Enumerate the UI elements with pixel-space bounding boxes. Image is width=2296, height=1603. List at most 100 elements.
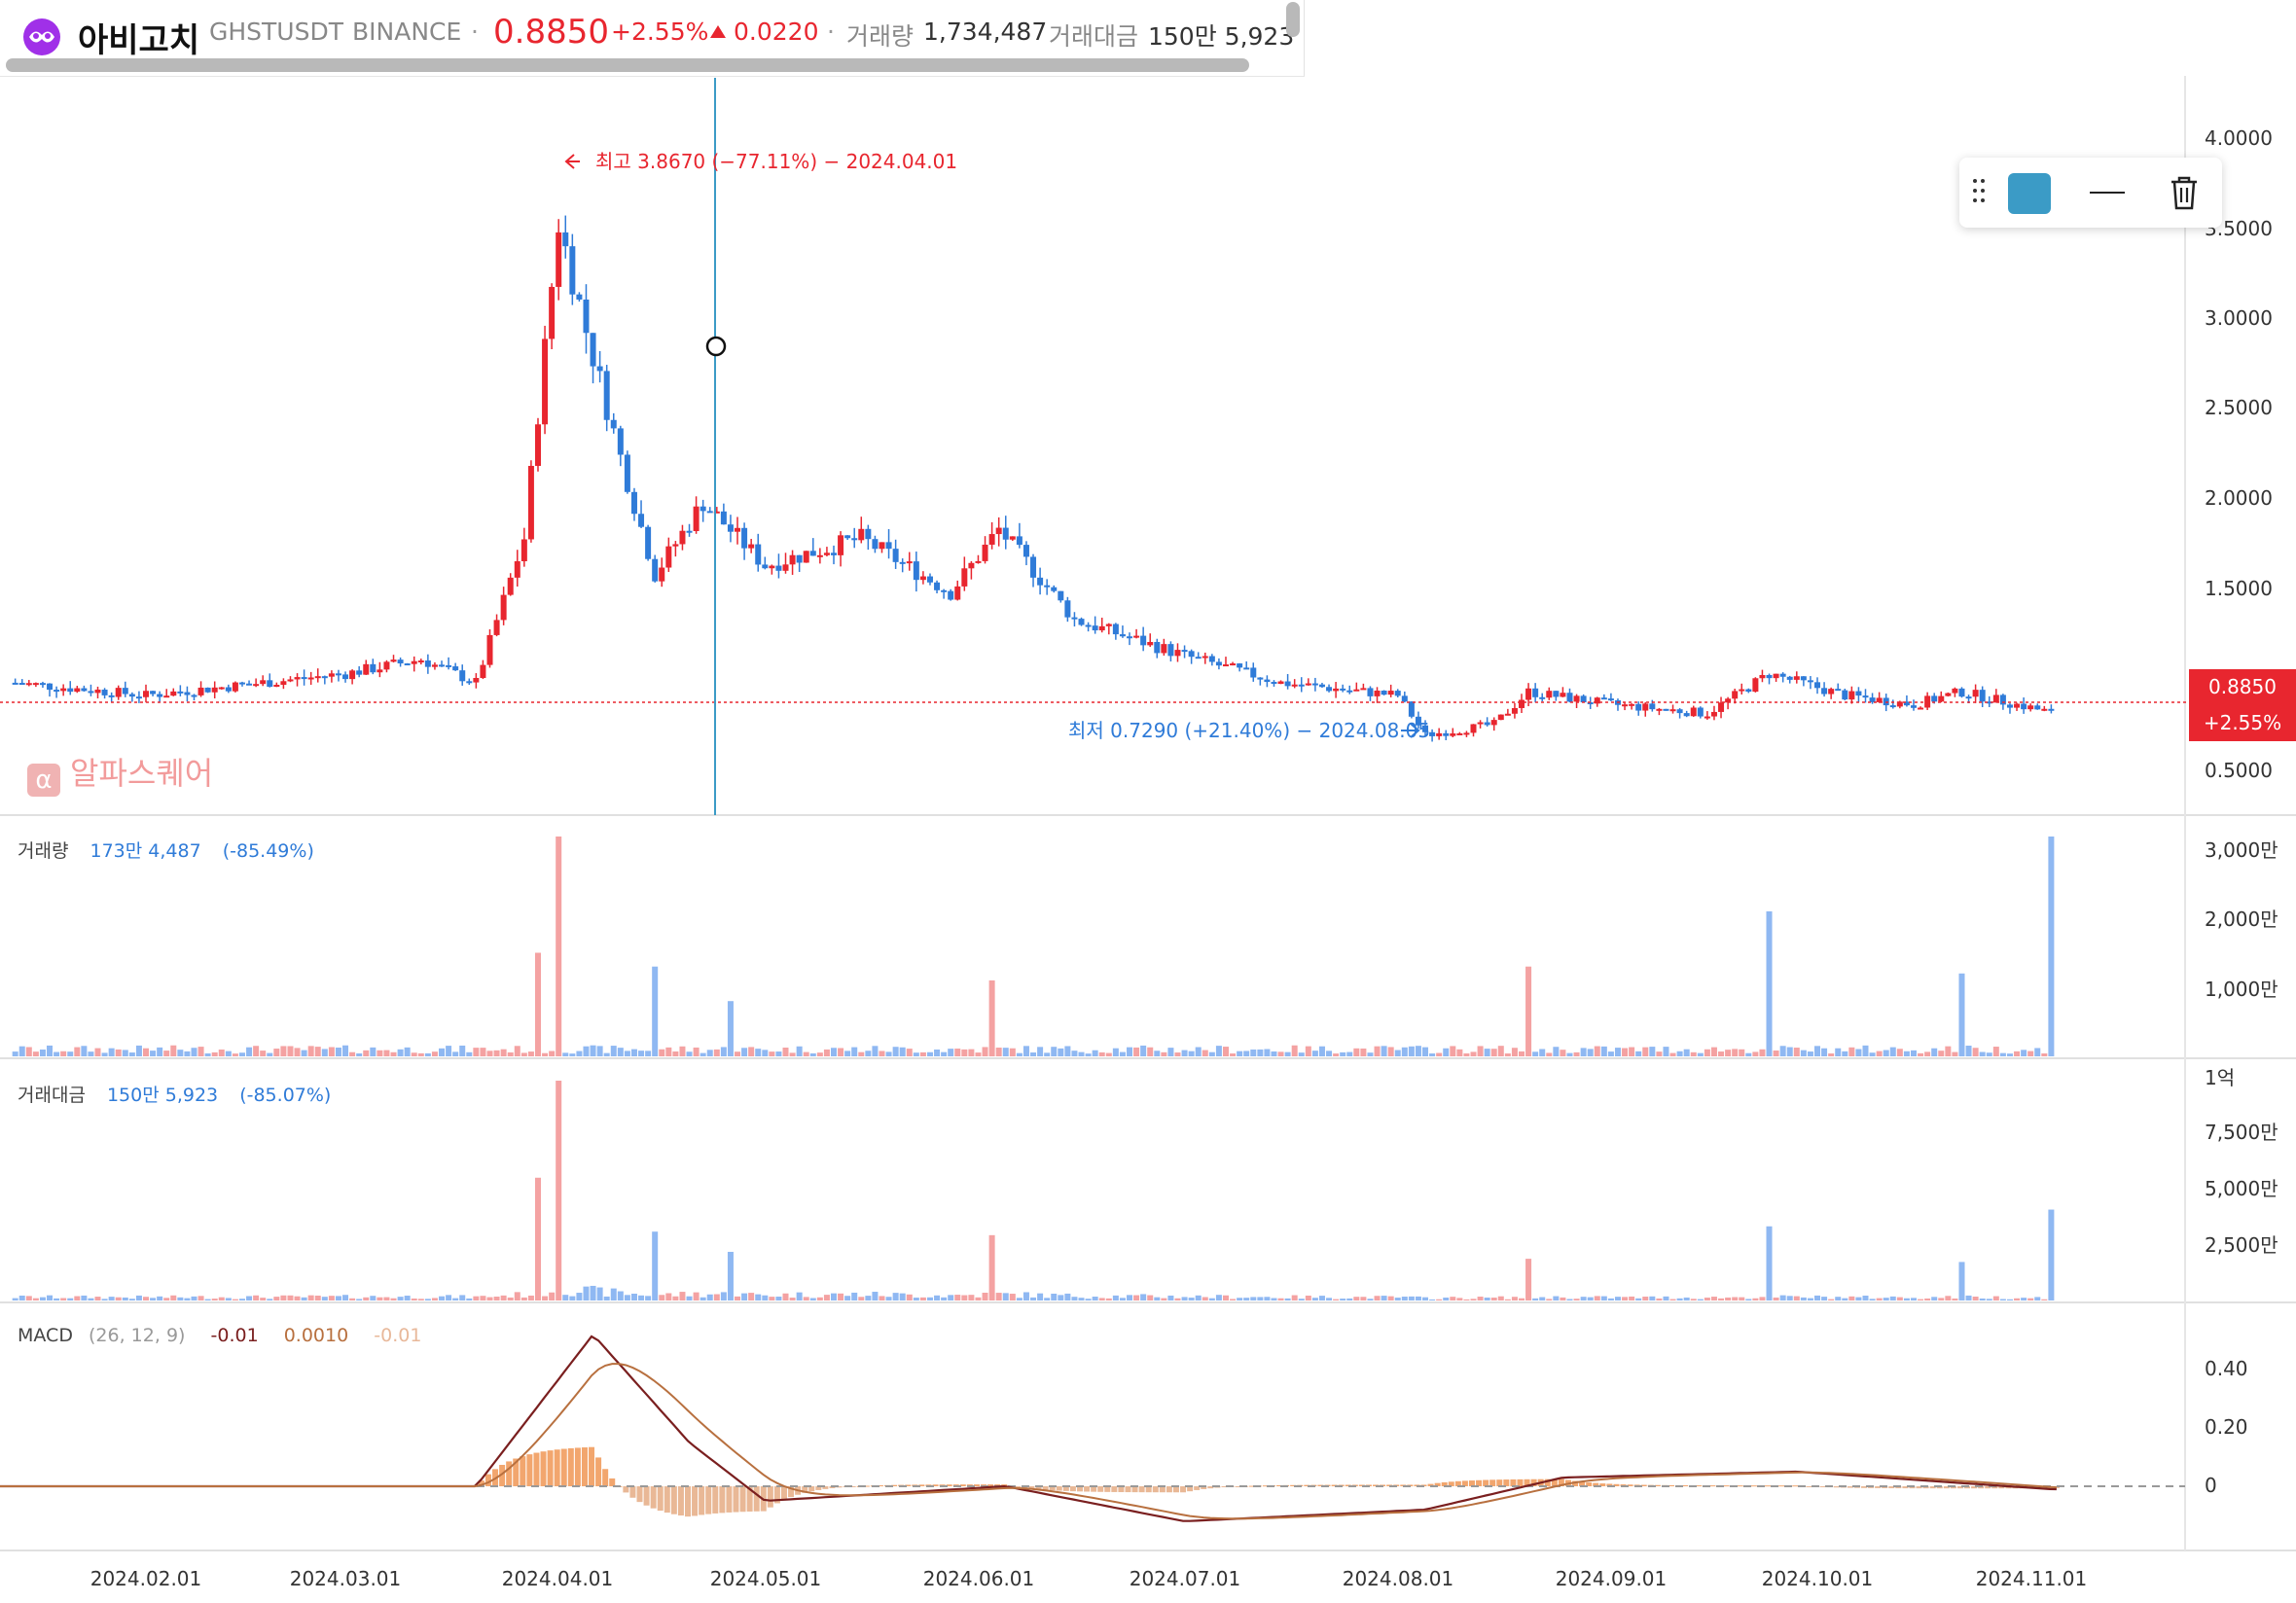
volume-bar xyxy=(294,1048,301,1056)
amount-bar xyxy=(363,1297,370,1300)
candle xyxy=(1855,691,1862,696)
amount-bar xyxy=(1346,1298,1353,1300)
crosshair-handle[interactable] xyxy=(705,336,727,357)
candle xyxy=(404,663,411,666)
amount-bar xyxy=(218,1297,225,1300)
volume-bar xyxy=(1752,1051,1759,1056)
macd-histogram-bar xyxy=(595,1457,602,1486)
amount-bar xyxy=(1511,1297,1518,1300)
amount-bar xyxy=(926,1297,933,1300)
candle xyxy=(1387,691,1394,695)
price-chart[interactable]: 최고 3.8670 (−77.11%) − 2024.04.01 최저 0.72… xyxy=(0,76,2296,1603)
date-axis-label: 2024.05.01 xyxy=(710,1567,822,1590)
candle xyxy=(1622,704,1629,707)
line-color-button[interactable] xyxy=(2008,173,2051,214)
volume-bar xyxy=(556,837,562,1056)
volume-bar xyxy=(2014,1051,2021,1056)
volume-bar xyxy=(514,1046,520,1056)
macd-histogram-bar xyxy=(650,1486,657,1509)
amount-bar xyxy=(948,1295,954,1300)
candle xyxy=(1195,657,1202,659)
candle xyxy=(1745,689,1752,693)
amount-bar xyxy=(101,1299,108,1300)
macd-histogram-bar xyxy=(1235,1486,1241,1487)
volume-bar xyxy=(1181,1050,1188,1056)
candle xyxy=(706,511,713,514)
candle xyxy=(356,670,363,675)
volume-bar xyxy=(1195,1047,1202,1056)
amount-bar xyxy=(672,1296,679,1300)
candle xyxy=(1669,709,1676,712)
macd-histogram-bar xyxy=(1454,1480,1461,1486)
horizontal-scrollbar[interactable] xyxy=(6,58,1249,72)
amount-bar xyxy=(32,1298,39,1300)
macd-histogram-bar xyxy=(1138,1486,1145,1493)
candle xyxy=(1030,556,1037,578)
volume-bar xyxy=(88,1051,94,1056)
volume-bar xyxy=(1773,1051,1779,1056)
volume-bar xyxy=(1573,1051,1580,1056)
amount-bar xyxy=(2027,1298,2034,1300)
macd-histogram-bar xyxy=(780,1486,787,1500)
macd-histogram-bar xyxy=(836,1486,843,1488)
volume-bar xyxy=(1215,1046,1222,1056)
amount-bar xyxy=(150,1298,157,1300)
amount-bar xyxy=(954,1295,961,1300)
amount-bar xyxy=(899,1293,906,1300)
volume-bar xyxy=(885,1051,892,1056)
candle xyxy=(1800,676,1807,681)
candle xyxy=(1642,703,1649,711)
candle xyxy=(1938,695,1945,702)
volume-bar xyxy=(225,1051,232,1056)
volume-bar xyxy=(473,1048,480,1056)
candle xyxy=(1112,623,1119,635)
candle xyxy=(1739,689,1745,692)
trash-icon[interactable] xyxy=(2166,173,2203,212)
amount-bar xyxy=(1938,1298,1945,1300)
amount-bar xyxy=(157,1296,163,1300)
volume-bar xyxy=(1903,1051,1910,1056)
drag-handle-icon[interactable] xyxy=(1973,177,1987,208)
candle xyxy=(831,552,837,555)
volume-bar xyxy=(2006,1053,2013,1056)
candle xyxy=(1511,707,1518,714)
macd-histogram-bar xyxy=(1916,1486,1922,1489)
candle xyxy=(527,465,534,540)
volume-bar xyxy=(1374,1046,1381,1056)
amount-bar xyxy=(796,1292,803,1300)
coin-name[interactable]: 아비고치 xyxy=(78,21,200,60)
amount-bar xyxy=(1992,1296,1999,1300)
volume-bar xyxy=(1718,1051,1725,1056)
amount-bar xyxy=(982,1293,988,1300)
volume-bar xyxy=(1250,1050,1257,1056)
candle xyxy=(1133,635,1140,638)
amount-bar xyxy=(720,1292,727,1300)
macd-histogram-bar xyxy=(1530,1478,1537,1486)
line-style-button[interactable] xyxy=(2090,192,2125,194)
candle xyxy=(1078,619,1085,625)
macd-histogram-bar xyxy=(629,1486,636,1498)
candle xyxy=(424,660,431,667)
volume-bar xyxy=(1105,1052,1112,1056)
candle xyxy=(1374,691,1381,696)
amount-bar xyxy=(417,1299,424,1300)
amount-axis-label: 1억 xyxy=(2205,1066,2235,1089)
macd-histogram xyxy=(0,1446,2060,1517)
amount-bar xyxy=(913,1298,919,1300)
volume-bar xyxy=(12,1051,18,1056)
volume-bar xyxy=(741,1048,748,1056)
amount-bar xyxy=(1649,1296,1656,1300)
amount-bar xyxy=(1965,1295,1972,1300)
volume-bar xyxy=(831,1048,837,1056)
volume-bar xyxy=(1037,1047,1044,1056)
candle xyxy=(260,680,267,685)
amount-bar xyxy=(1683,1297,1690,1300)
macd-histogram-bar xyxy=(1579,1481,1586,1486)
volume-bar xyxy=(1450,1046,1456,1056)
macd-histogram-bar xyxy=(1985,1486,1991,1489)
macd-histogram-bar xyxy=(1895,1486,1902,1489)
candle xyxy=(94,689,101,694)
volume-bar xyxy=(727,1001,734,1056)
macd-histogram-bar xyxy=(664,1486,670,1514)
vertical-scrollbar[interactable] xyxy=(1286,2,1300,37)
